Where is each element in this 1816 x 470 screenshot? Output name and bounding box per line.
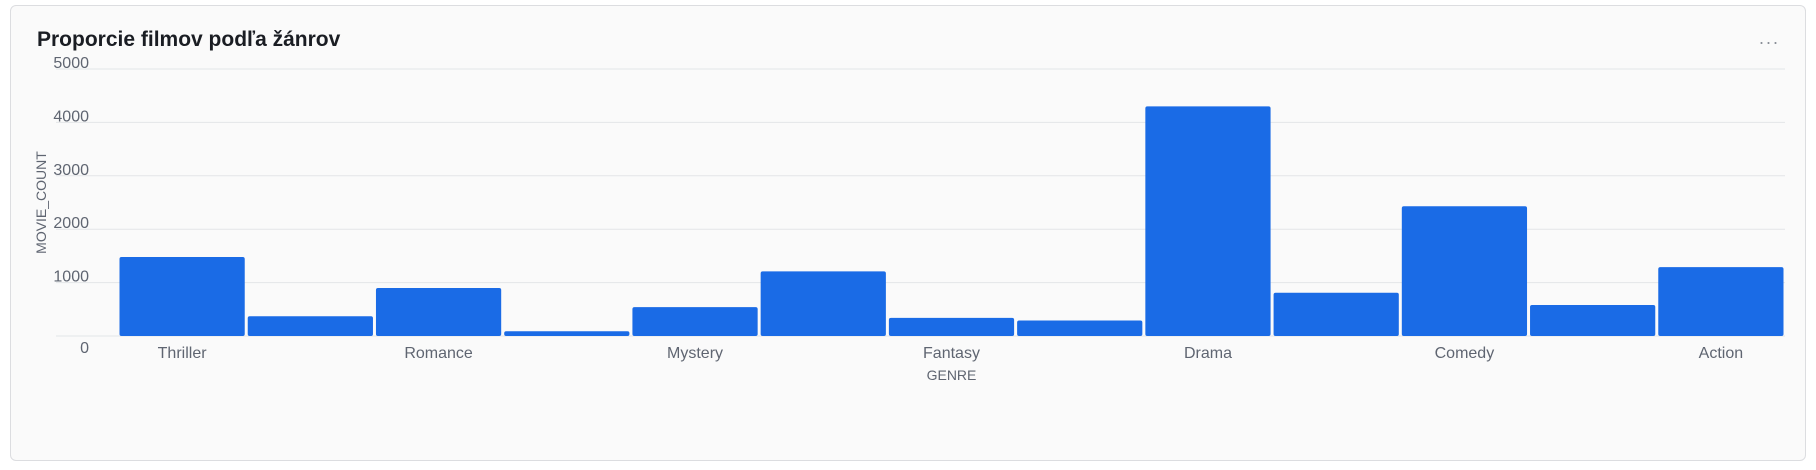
bar-chart: 0 1000 2000 3000 4000 5000 Thriller Romance Mys… xyxy=(33,55,1785,383)
x-tick-label: Comedy xyxy=(1435,345,1495,362)
x-axis: Thriller Romance Mystery Fantasy Drama Comedy… xyxy=(158,345,1743,362)
x-tick-label: Mystery xyxy=(667,345,723,362)
bar[interactable] xyxy=(1530,305,1656,336)
bar[interactable] xyxy=(1145,106,1271,336)
y-axis: 0 1000 2000 3000 4000 5000 xyxy=(53,55,89,357)
bar[interactable] xyxy=(247,316,373,336)
y-axis-title: MOVIE_COUNT xyxy=(33,151,49,254)
bar[interactable] xyxy=(1401,206,1528,336)
bar[interactable] xyxy=(1017,320,1143,336)
bar[interactable] xyxy=(888,317,1015,336)
bar[interactable] xyxy=(1658,267,1784,336)
y-tick-label: 4000 xyxy=(53,108,89,125)
chart-title: Proporcie filmov podľa žánrov xyxy=(37,28,341,51)
x-tick-label: Romance xyxy=(404,345,473,362)
more-options-icon[interactable]: ··· xyxy=(1758,31,1780,52)
x-tick-label: Fantasy xyxy=(923,345,980,362)
bar[interactable] xyxy=(632,307,758,336)
bar[interactable] xyxy=(119,256,245,336)
bar[interactable] xyxy=(1273,292,1399,336)
y-tick-label: 5000 xyxy=(53,55,89,72)
x-tick-label: Drama xyxy=(1184,345,1232,362)
x-tick-label: Action xyxy=(1699,345,1743,362)
chart-card: Proporcie filmov podľa žánrov ··· 0 1000 2… xyxy=(10,5,1806,461)
bar[interactable] xyxy=(504,331,630,336)
bar[interactable] xyxy=(760,271,886,336)
y-tick-label: 0 xyxy=(80,340,89,357)
x-tick-label: Thriller xyxy=(158,345,208,362)
y-tick-label: 1000 xyxy=(53,269,89,286)
bar[interactable] xyxy=(375,287,502,336)
bars xyxy=(119,106,1784,336)
y-tick-label: 3000 xyxy=(53,162,89,179)
y-tick-label: 2000 xyxy=(53,215,89,232)
x-axis-title: GENRE xyxy=(927,367,977,383)
